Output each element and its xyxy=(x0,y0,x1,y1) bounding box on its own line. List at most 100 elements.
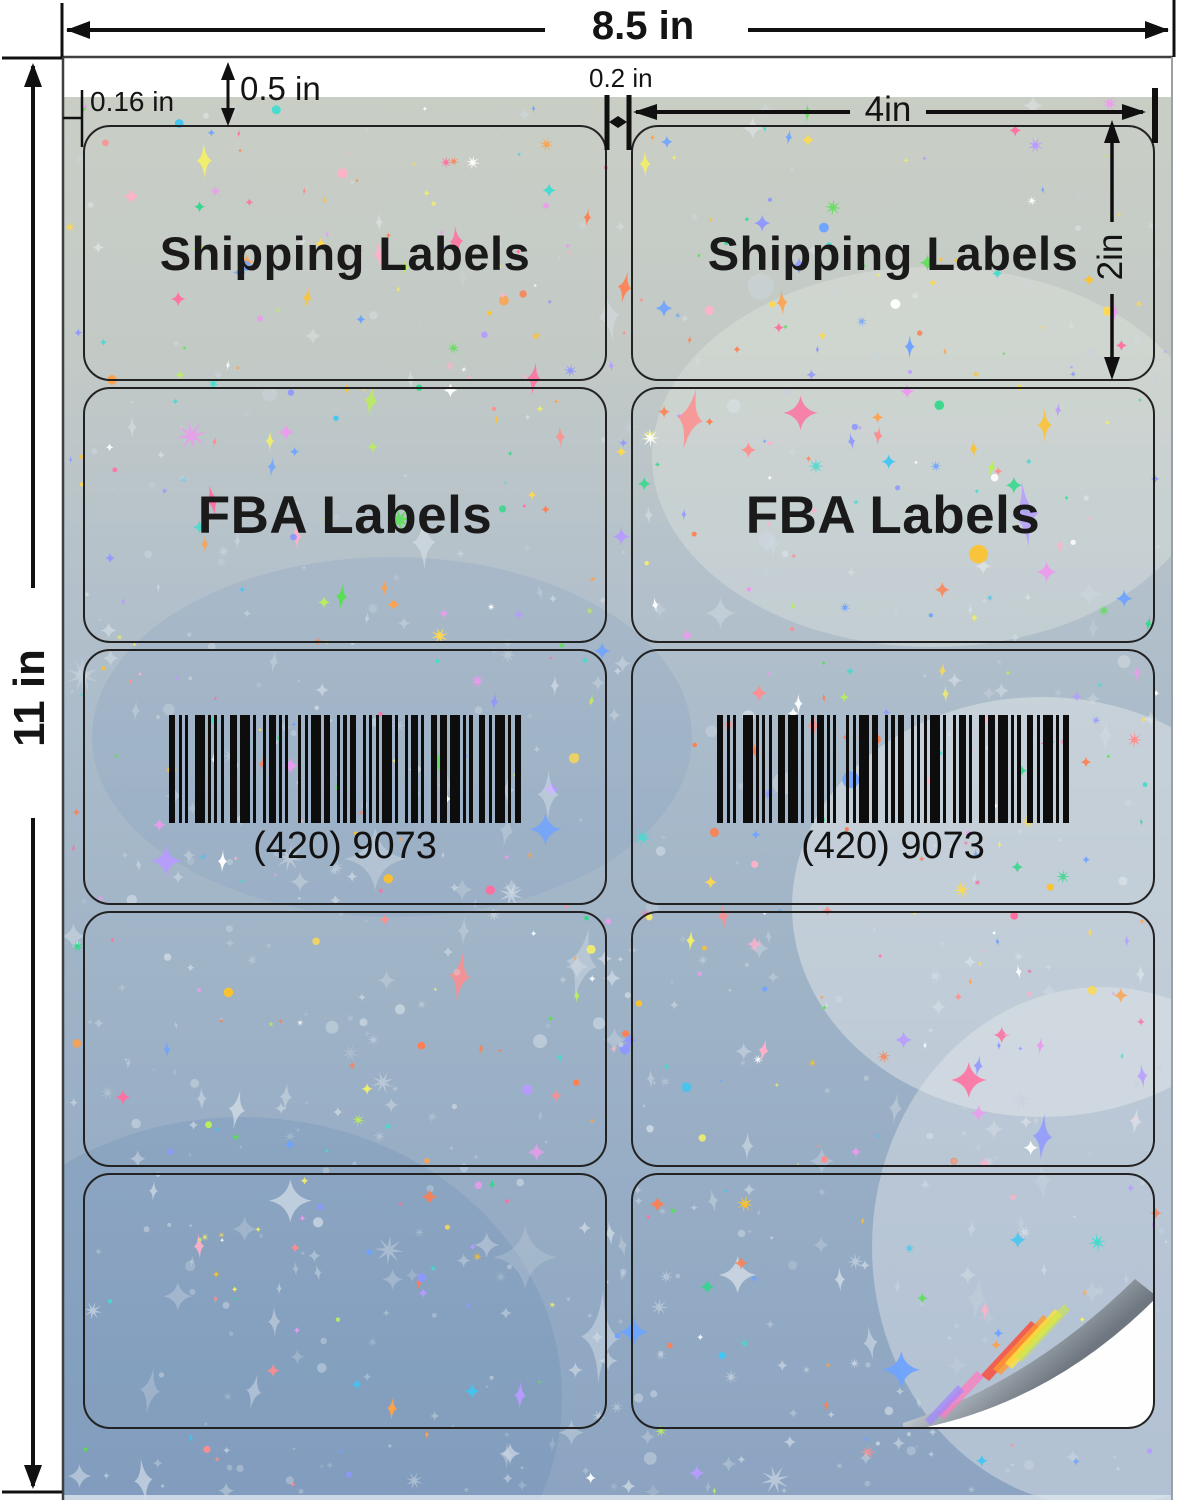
barcode-bar xyxy=(884,715,889,823)
barcode-bar xyxy=(1017,715,1021,823)
barcode-bar xyxy=(349,715,357,823)
label-barcode-right: (420) 9073 xyxy=(631,649,1155,905)
label-shipping-left: Shipping Labels xyxy=(83,125,607,381)
light-patch xyxy=(652,267,1173,647)
barcode-bar xyxy=(343,715,347,823)
barcode-bar xyxy=(462,715,467,823)
barcode-caption: (420) 9073 xyxy=(801,825,985,867)
barcode-bar xyxy=(508,715,512,823)
barcode-bar xyxy=(959,715,966,823)
barcode-bar xyxy=(742,715,753,823)
barcode-bar xyxy=(952,715,956,823)
barcode-bar xyxy=(1027,715,1034,823)
dim-text-label-height: 2in xyxy=(1091,233,1130,281)
peeled-corner xyxy=(903,1279,1155,1427)
barcode-bar xyxy=(336,715,341,823)
label-sheet: Shipping Labels Shipping Labels FBA Labe… xyxy=(62,57,1173,1500)
barcode-bar xyxy=(311,715,321,823)
barcode-bar xyxy=(495,715,505,823)
barcode-bar xyxy=(717,715,724,823)
barcode-bar xyxy=(220,715,224,823)
label-fba-right: FBA Labels xyxy=(631,387,1155,643)
barcode-bar xyxy=(207,715,211,823)
barcode-bar xyxy=(194,715,205,823)
barcode-bar xyxy=(768,715,772,823)
barcode-bar xyxy=(846,715,850,823)
barcode-bar xyxy=(826,715,831,823)
barcode-bar xyxy=(382,715,392,823)
sheet-bottom-strip xyxy=(62,1495,1173,1500)
barcode-bar xyxy=(897,715,905,823)
label-blank-peeled xyxy=(631,1173,1155,1429)
barcode-bar xyxy=(440,715,447,823)
dim-text-label-width: 4in xyxy=(864,90,912,129)
barcode-bar xyxy=(375,715,379,823)
label-blank xyxy=(83,911,607,1167)
barcode-bar xyxy=(755,715,759,823)
barcode-bar xyxy=(298,715,302,823)
label-barcode-left: (420) 9073 xyxy=(83,649,607,905)
dim-text-sheet-height: 11 in xyxy=(5,649,54,747)
barcode-bar xyxy=(230,715,237,823)
barcode-bar xyxy=(469,715,473,823)
barcode-bar xyxy=(891,715,895,823)
barcode-bar xyxy=(1056,715,1060,823)
barcode-bar xyxy=(1062,715,1069,823)
dim-text-side-margin: 0.16 in xyxy=(90,86,175,117)
barcode-bar xyxy=(810,715,814,823)
barcode-bar xyxy=(395,715,399,823)
barcode-bar xyxy=(252,715,257,823)
barcode-bar xyxy=(514,715,521,823)
barcode-bar xyxy=(1036,715,1040,823)
barcode-bar xyxy=(762,715,766,823)
label-text: FBA Labels xyxy=(745,485,1041,545)
barcode-bar xyxy=(214,715,218,823)
barcode-bar xyxy=(449,715,460,823)
dim-text-column-gap: 0.2 in xyxy=(589,63,653,93)
peel-curl-flap xyxy=(903,1279,1155,1427)
barcode-bar xyxy=(369,715,373,823)
barcode-bar xyxy=(404,715,408,823)
barcode-bar xyxy=(943,715,947,823)
barcode-bar xyxy=(285,715,289,823)
barcode-bar xyxy=(304,715,308,823)
dim-text-sheet-width: 8.5 in xyxy=(591,4,695,48)
barcode xyxy=(717,715,1069,823)
peel-white-backing xyxy=(919,1297,1155,1427)
barcode-bar xyxy=(968,715,973,823)
barcode-bar xyxy=(488,715,492,823)
label-blank xyxy=(83,1173,607,1429)
dim-text-top-margin: 0.5 in xyxy=(240,70,321,107)
barcode-caption: (420) 9073 xyxy=(253,825,437,867)
barcode-bar xyxy=(240,715,250,823)
barcode-bar xyxy=(997,715,1008,823)
label-shipping-right: Shipping Labels xyxy=(631,125,1155,381)
barcode-bar xyxy=(917,715,921,823)
barcode-bar xyxy=(430,715,438,823)
label-fba-left: FBA Labels xyxy=(83,387,607,643)
barcode-bar xyxy=(872,715,879,823)
barcode-bar xyxy=(988,715,995,823)
barcode-bar xyxy=(788,715,798,823)
barcode-bar xyxy=(262,715,266,823)
barcode-bar xyxy=(185,715,189,823)
barcode-bar xyxy=(169,715,176,823)
barcode-block: (420) 9073 xyxy=(85,651,605,903)
dark-patch xyxy=(62,1117,562,1500)
barcode-bar xyxy=(817,715,824,823)
barcode-bar xyxy=(1043,715,1053,823)
barcode-bar xyxy=(726,715,730,823)
barcode-bar xyxy=(278,715,283,823)
barcode-bar xyxy=(269,715,276,823)
barcode-bar xyxy=(978,715,986,823)
barcode xyxy=(169,715,521,823)
barcode-bar xyxy=(362,715,366,823)
barcode-bar xyxy=(733,715,737,823)
barcode-bar xyxy=(923,715,927,823)
label-text: FBA Labels xyxy=(197,485,493,545)
label-blank xyxy=(631,911,1155,1167)
barcode-bar xyxy=(178,715,182,823)
dim-sheet-height xyxy=(2,56,62,1494)
barcode-bar xyxy=(420,715,425,823)
